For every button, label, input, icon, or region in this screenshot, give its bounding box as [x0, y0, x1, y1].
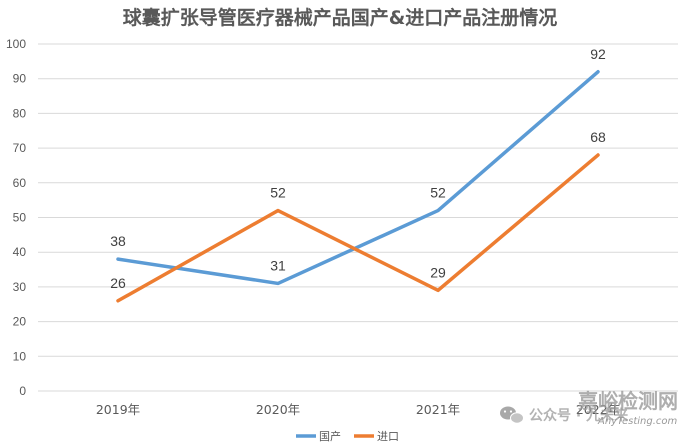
chart-title: 球囊扩张导管医疗器械产品国产&进口产品注册情况 — [123, 6, 558, 29]
y-tick-label: 90 — [13, 72, 27, 86]
series-lines — [116, 70, 600, 303]
x-tick-label: 2020年 — [256, 402, 300, 417]
legend-label: 进口 — [377, 430, 399, 443]
y-tick-label: 80 — [13, 106, 27, 120]
y-tick-label: 40 — [13, 245, 27, 259]
y-tick-label: 100 — [6, 37, 26, 51]
watermark-account: 公众号 · 九未来 — [529, 407, 629, 424]
y-tick-label: 10 — [13, 349, 27, 363]
data-label: 52 — [430, 185, 446, 201]
x-tick-label: 2019年 — [96, 402, 140, 417]
y-tick-label: 60 — [13, 176, 27, 190]
series-line-2 — [116, 153, 600, 303]
y-tick-label: 70 — [13, 141, 27, 155]
series-line-1 — [116, 70, 600, 286]
data-label: 38 — [110, 233, 126, 249]
x-axis-tick-labels: 2019年 2020年 2021年 2022年 — [96, 402, 620, 417]
legend: 国产 进口 — [296, 429, 399, 443]
wechat-icon — [500, 406, 524, 424]
watermark-site-url: AnyTesting.com — [597, 416, 678, 427]
y-tick-label: 20 — [13, 315, 27, 329]
gridlines — [38, 43, 678, 392]
y-axis-tick-labels: 0 10 20 30 40 50 60 70 80 90 100 — [6, 37, 26, 398]
data-label: 68 — [590, 129, 606, 145]
data-label: 52 — [270, 185, 286, 201]
legend-label: 国产 — [319, 429, 341, 443]
x-tick-label: 2022年 — [576, 402, 620, 417]
data-label: 31 — [270, 257, 286, 273]
y-tick-label: 0 — [19, 384, 26, 398]
data-label: 29 — [430, 264, 446, 280]
watermark: 公众号 · 九未来 嘉峪检测网 AnyTesting.com — [500, 389, 678, 427]
data-label: 26 — [110, 275, 126, 291]
x-tick-label: 2021年 — [416, 402, 460, 417]
y-tick-label: 30 — [13, 280, 27, 294]
watermark-site-name: 嘉峪检测网 — [577, 389, 678, 413]
data-label: 92 — [590, 46, 606, 62]
data-labels: 38 31 52 92 26 52 29 68 — [110, 46, 606, 291]
y-tick-label: 50 — [13, 211, 27, 225]
